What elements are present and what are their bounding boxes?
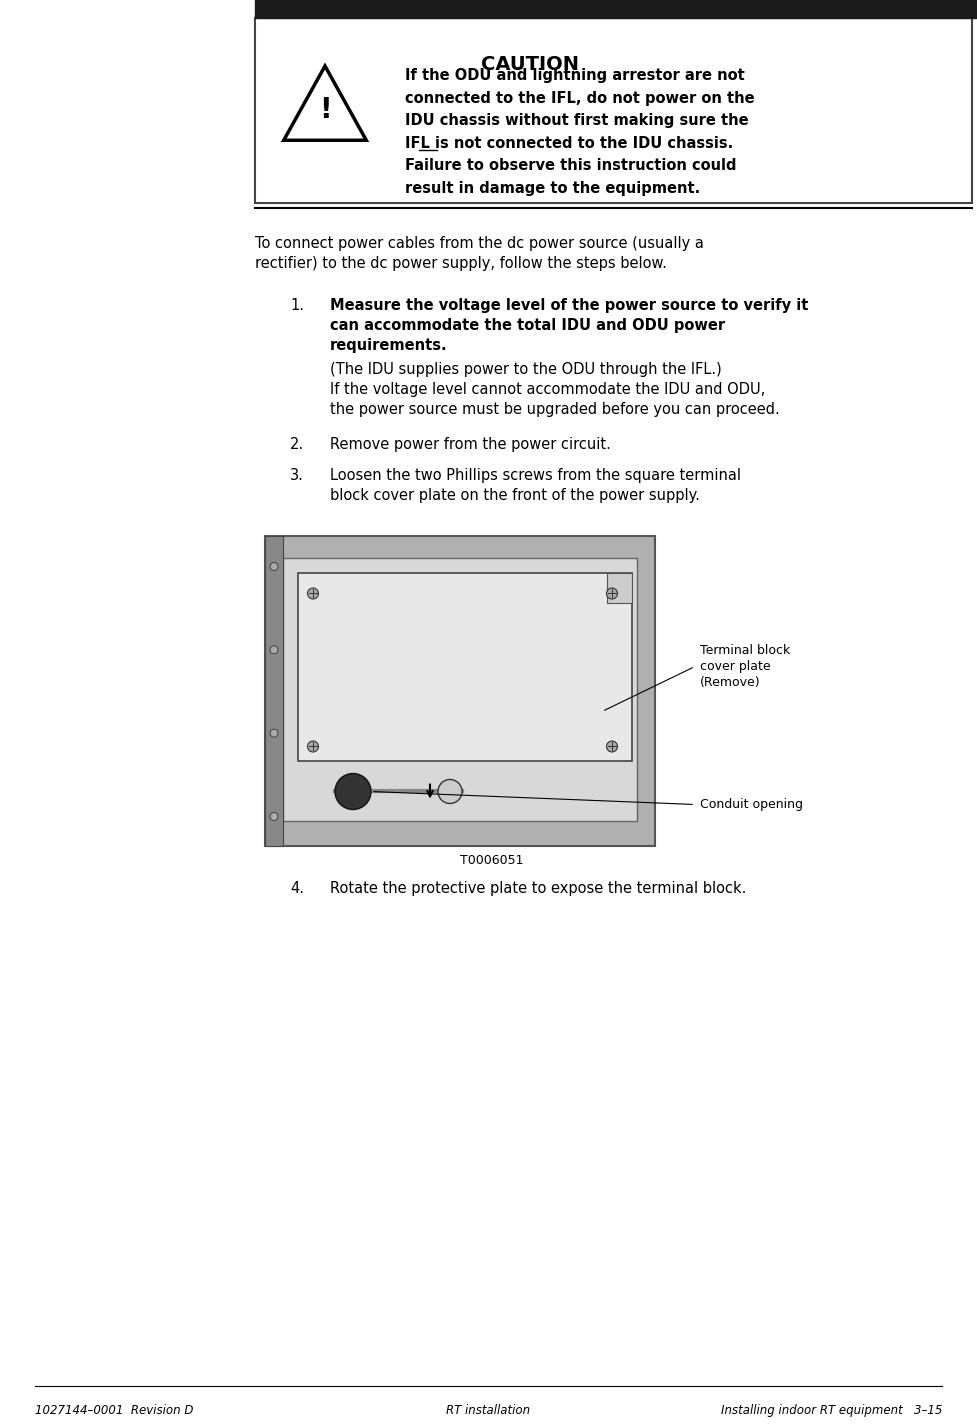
Bar — [298, 573, 632, 761]
Circle shape — [308, 588, 319, 599]
Circle shape — [607, 588, 617, 599]
Bar — [283, 559, 637, 821]
Circle shape — [335, 773, 371, 810]
Text: Remove power from the power circuit.: Remove power from the power circuit. — [330, 436, 611, 452]
Text: connected to the IFL, do not power on the: connected to the IFL, do not power on th… — [405, 90, 754, 106]
Text: Installing indoor RT equipment   3–15: Installing indoor RT equipment 3–15 — [721, 1405, 942, 1417]
Text: !: ! — [319, 96, 331, 124]
Text: (The IDU supplies power to the ODU through the IFL.)
If the voltage level cannot: (The IDU supplies power to the ODU throu… — [330, 362, 780, 416]
Text: 1.: 1. — [290, 298, 304, 312]
Text: If the ODU and lightning arrestor are not: If the ODU and lightning arrestor are no… — [405, 68, 744, 83]
Bar — [607, 573, 632, 603]
Text: CAUTION: CAUTION — [481, 56, 579, 74]
Text: RT installation: RT installation — [446, 1405, 531, 1417]
Text: T0006051: T0006051 — [460, 854, 524, 867]
Circle shape — [607, 742, 617, 752]
Text: To connect power cables from the dc power source (usually a
rectifier) to the dc: To connect power cables from the dc powe… — [255, 235, 703, 271]
Polygon shape — [283, 66, 366, 140]
Text: 4.: 4. — [290, 881, 304, 897]
Text: Loosen the two Phillips screws from the square terminal
block cover plate on the: Loosen the two Phillips screws from the … — [330, 469, 741, 503]
Text: Terminal block
cover plate
(Remove): Terminal block cover plate (Remove) — [700, 645, 790, 689]
Bar — [265, 536, 283, 847]
Circle shape — [270, 729, 278, 737]
Circle shape — [438, 780, 462, 803]
Circle shape — [270, 813, 278, 820]
Circle shape — [270, 562, 278, 570]
Text: Conduit opening: Conduit opening — [700, 799, 803, 811]
Bar — [265, 536, 655, 847]
Text: Measure the voltage level of the power source to verify it
can accommodate the t: Measure the voltage level of the power s… — [330, 298, 808, 352]
Text: 3.: 3. — [290, 469, 304, 483]
Text: Failure to observe this instruction could: Failure to observe this instruction coul… — [405, 158, 737, 173]
Text: IDU chassis without first making sure the: IDU chassis without first making sure th… — [405, 113, 748, 128]
Circle shape — [270, 646, 278, 655]
Bar — [255, 19, 972, 202]
Text: 2.: 2. — [290, 436, 304, 452]
Text: IFL is not connected to the IDU chassis.: IFL is not connected to the IDU chassis. — [405, 135, 734, 151]
Text: Rotate the protective plate to expose the terminal block.: Rotate the protective plate to expose th… — [330, 881, 746, 897]
Text: 1027144–0001  Revision D: 1027144–0001 Revision D — [35, 1405, 193, 1417]
Bar — [255, 0, 977, 19]
Text: result in damage to the equipment.: result in damage to the equipment. — [405, 181, 701, 195]
Circle shape — [308, 742, 319, 752]
